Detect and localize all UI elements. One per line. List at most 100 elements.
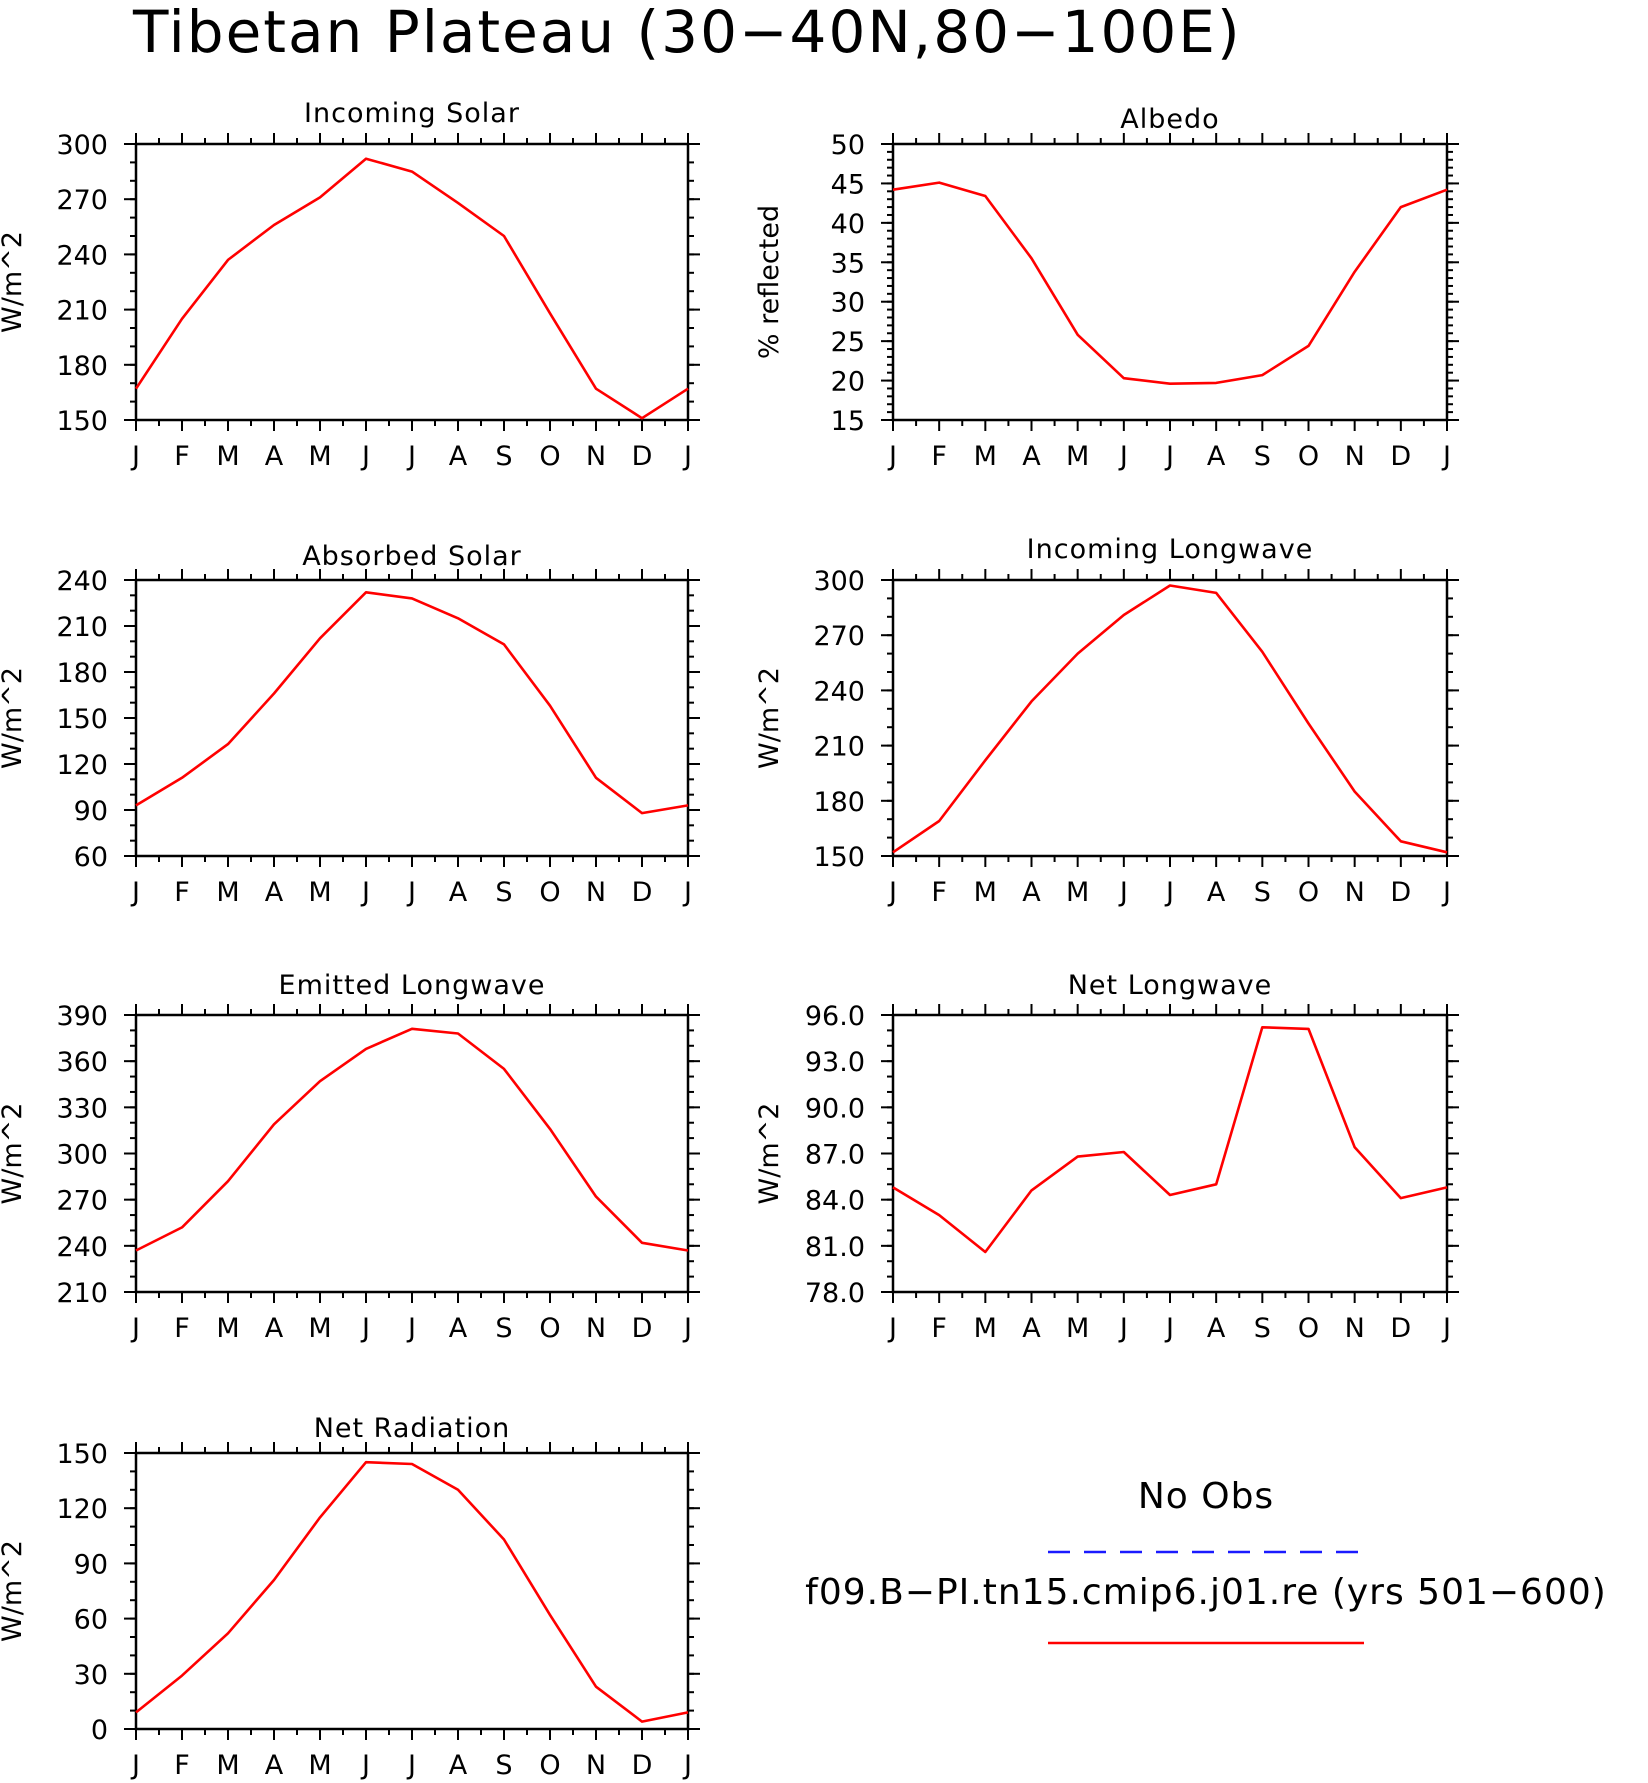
x-tick-label: J (360, 1313, 370, 1344)
y-tick-label: 96.0 (805, 1001, 865, 1032)
x-tick-label: O (539, 1313, 560, 1344)
x-tick-label: M (216, 441, 239, 472)
y-tick-label: 50 (831, 130, 865, 161)
y-tick-label: 390 (56, 1001, 108, 1032)
plot-frame (134, 1451, 690, 1731)
y-tick-label: 180 (813, 787, 865, 818)
y-tick-label: 150 (56, 1439, 108, 1470)
x-tick-label: O (539, 1750, 560, 1781)
x-tick-label: A (1022, 441, 1041, 472)
x-tick-label: S (495, 1750, 512, 1781)
x-tick-label: M (308, 1750, 331, 1781)
panel-title: Albedo (1120, 104, 1219, 135)
x-tick-label: M (974, 441, 997, 472)
y-tick-label: 35 (831, 248, 865, 279)
plot-frame (134, 142, 690, 422)
x-tick-label: S (1254, 1313, 1271, 1344)
y-tick-label: 93.0 (805, 1047, 865, 1078)
x-tick-label: N (586, 1750, 606, 1781)
legend-obs-label: No Obs (1138, 1476, 1274, 1517)
y-tick-label: 210 (56, 1278, 108, 1309)
y-tick-label: 300 (813, 566, 865, 597)
x-tick-label: A (1022, 877, 1041, 908)
x-tick-label: M (308, 441, 331, 472)
x-tick-label: A (449, 441, 468, 472)
x-tick-label: S (1254, 441, 1271, 472)
panel-title: Net Radiation (314, 1413, 511, 1444)
y-tick-label: 30 (74, 1660, 108, 1691)
plot-frame (891, 1013, 1449, 1294)
x-tick-label: A (265, 1313, 284, 1344)
series-line-model (892, 1026, 1448, 1254)
x-tick-label: J (887, 877, 897, 908)
y-tick-label: 180 (56, 351, 108, 382)
y-tick-label: 300 (56, 1140, 108, 1171)
y-tick-label: 45 (831, 169, 865, 200)
panel-title: Incoming Solar (304, 98, 520, 129)
y-tick-label: 40 (831, 209, 865, 240)
y-tick-label: 300 (56, 130, 108, 161)
x-tick-label: O (1298, 1313, 1319, 1344)
y-tick-label: 150 (56, 406, 108, 437)
panel-title: Net Longwave (1068, 970, 1273, 1001)
panel-title: Incoming Longwave (1027, 534, 1314, 565)
y-tick-label: 330 (56, 1093, 108, 1124)
y-tick-label: 270 (56, 1186, 108, 1217)
x-tick-label: D (632, 1750, 653, 1781)
y-tick-label: 30 (831, 288, 865, 319)
x-tick-label: N (1345, 1313, 1365, 1344)
y-tick-label: 120 (56, 750, 108, 781)
y-axis-label: W/m^2 (754, 1103, 785, 1205)
y-tick-label: 90 (74, 1549, 108, 1580)
y-tick-label: 150 (813, 842, 865, 873)
x-tick-label: J (682, 877, 692, 908)
x-tick-label: J (130, 1750, 140, 1781)
y-tick-label: 0 (91, 1715, 108, 1746)
x-tick-label: A (265, 1750, 284, 1781)
y-tick-label: 180 (56, 658, 108, 689)
panel-title: Emitted Longwave (279, 970, 546, 1001)
x-tick-label: M (216, 1313, 239, 1344)
series-line-model (135, 1460, 689, 1723)
x-tick-label: A (265, 441, 284, 472)
y-tick-label: 150 (56, 704, 108, 735)
x-tick-label: J (406, 441, 416, 472)
y-axis-label: W/m^2 (0, 667, 28, 769)
y-axis-label: W/m^2 (0, 231, 28, 333)
y-tick-label: 84.0 (805, 1186, 865, 1217)
y-axis-label: W/m^2 (754, 667, 785, 769)
x-tick-label: A (1207, 1313, 1226, 1344)
x-tick-label: S (495, 441, 512, 472)
x-tick-label: J (1164, 1313, 1174, 1344)
x-tick-label: D (632, 877, 653, 908)
y-tick-label: 25 (831, 327, 865, 358)
x-tick-label: J (1164, 877, 1174, 908)
y-tick-label: 15 (831, 406, 865, 437)
x-tick-label: O (539, 877, 560, 908)
x-tick-label: A (449, 1313, 468, 1344)
y-axis-label: W/m^2 (0, 1540, 28, 1642)
plot-frame (891, 142, 1449, 422)
x-tick-label: M (974, 877, 997, 908)
x-tick-label: J (682, 1313, 692, 1344)
x-tick-label: J (360, 1750, 370, 1781)
x-tick-label: F (931, 441, 947, 472)
x-tick-label: A (1022, 1313, 1041, 1344)
x-tick-label: A (449, 1750, 468, 1781)
x-tick-label: J (130, 441, 140, 472)
y-axis-label: % reflected (754, 205, 785, 359)
x-tick-label: O (539, 441, 560, 472)
x-tick-label: S (495, 877, 512, 908)
x-tick-label: F (174, 1313, 190, 1344)
panel-title: Absorbed Solar (302, 541, 522, 572)
x-tick-label: J (406, 1313, 416, 1344)
x-tick-label: N (1345, 441, 1365, 472)
x-tick-label: D (632, 441, 653, 472)
x-tick-label: A (449, 877, 468, 908)
x-tick-label: M (216, 1750, 239, 1781)
y-tick-label: 60 (74, 842, 108, 873)
y-tick-label: 210 (813, 732, 865, 763)
